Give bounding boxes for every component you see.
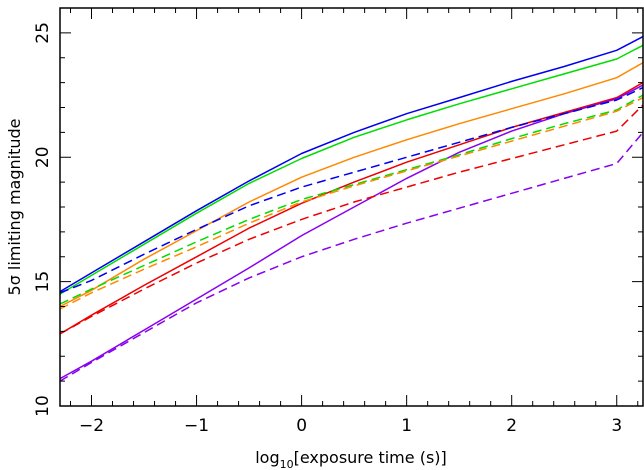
y-axis-title: 5σ limiting magnitude bbox=[5, 119, 24, 296]
series-line-1-solid bbox=[59, 44, 644, 295]
plot-frame bbox=[59, 7, 644, 407]
x-tick-label: 2 bbox=[506, 416, 517, 436]
x-tick-label: 0 bbox=[296, 416, 307, 436]
y-tick-label: 10 bbox=[33, 395, 53, 417]
series-line-6-dashed bbox=[59, 94, 644, 305]
x-tick-label: −1 bbox=[184, 416, 209, 436]
series-line-3-solid bbox=[59, 81, 644, 335]
x-axis-title-rest: [exposure time (s)] bbox=[294, 448, 447, 467]
y-tick-label: 25 bbox=[33, 22, 53, 44]
tick-layer bbox=[60, 7, 643, 407]
series-line-7-dashed bbox=[59, 96, 644, 310]
series-line-5-dashed bbox=[59, 86, 644, 294]
series-line-2-solid bbox=[59, 62, 644, 308]
series-line-8-dashed bbox=[59, 104, 644, 335]
y-tick-label: 15 bbox=[33, 271, 53, 293]
x-axis-title-subscript: 10 bbox=[280, 458, 294, 470]
series-layer bbox=[59, 35, 644, 382]
y-tick-label: 20 bbox=[33, 146, 53, 168]
series-line-0-solid bbox=[59, 35, 644, 293]
series-line-9-dashed bbox=[59, 131, 644, 382]
series-line-4-solid bbox=[59, 84, 644, 380]
x-tick-label: 3 bbox=[611, 416, 622, 436]
label-layer: −2 −1 0 1 2 3 10 15 20 25 bbox=[33, 22, 622, 436]
x-tick-label: 1 bbox=[401, 416, 412, 436]
x-axis-title-log: log bbox=[255, 448, 279, 467]
x-axis-title: log10[exposure time (s)] bbox=[255, 448, 447, 470]
x-tick-label: −2 bbox=[79, 416, 104, 436]
